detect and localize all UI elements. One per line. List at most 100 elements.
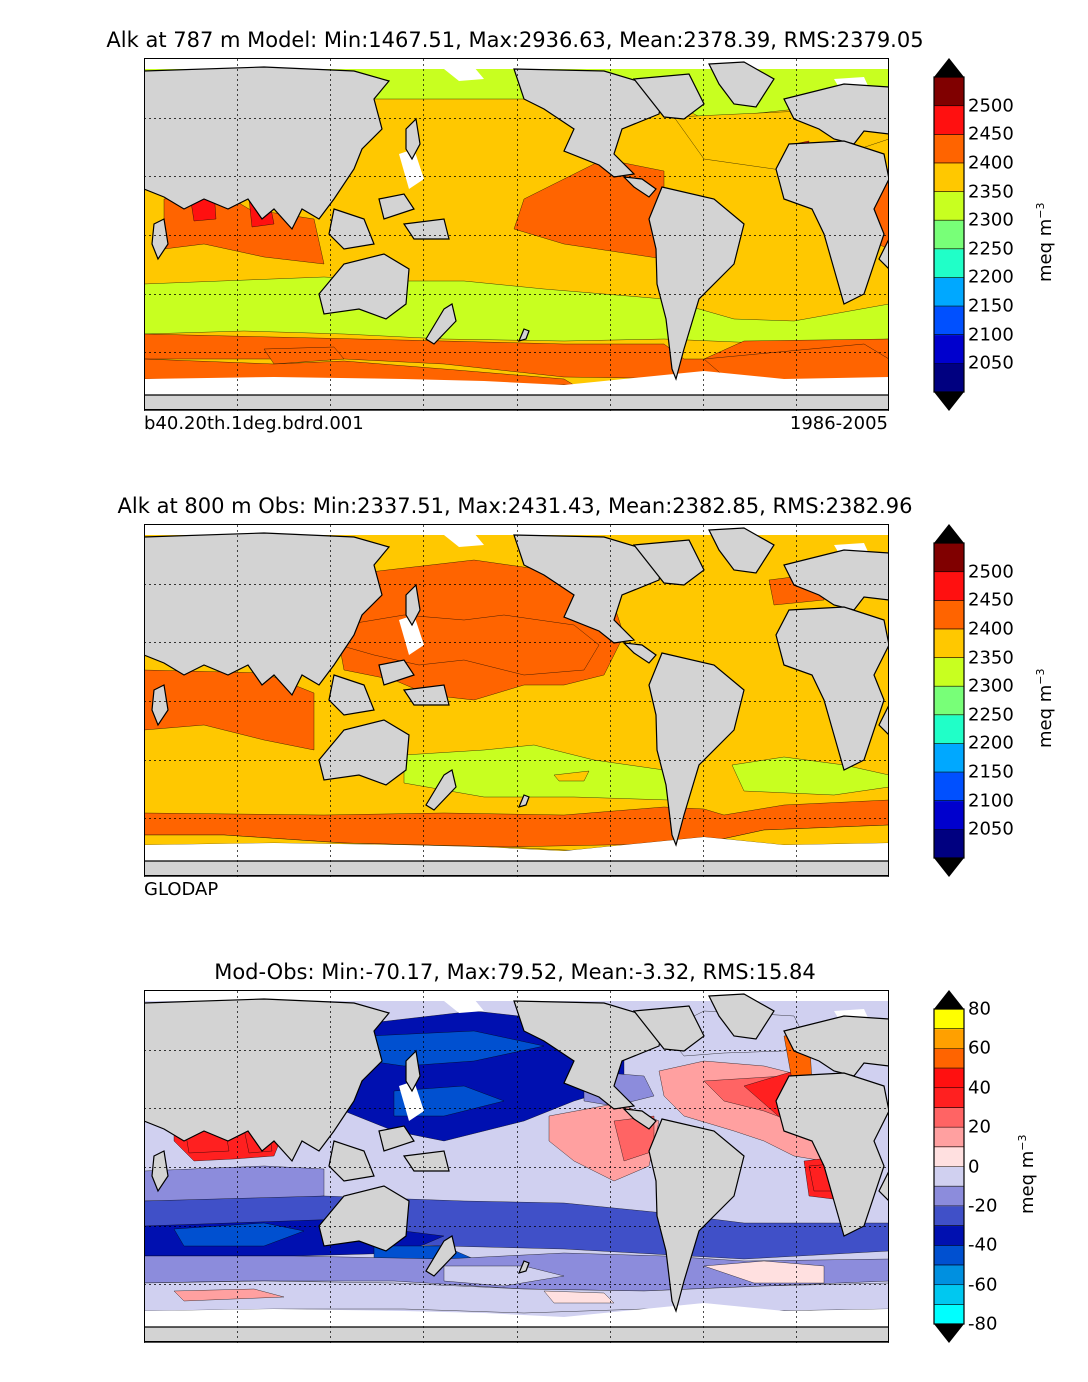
colorbar-tick-label: 2050 bbox=[968, 352, 1014, 374]
missing-data-region bbox=[399, 149, 424, 189]
colorbar bbox=[933, 524, 965, 877]
colorbar-tick-label: -80 bbox=[968, 1313, 998, 1335]
colorbar-segment bbox=[934, 1205, 964, 1227]
colorbar-segment bbox=[934, 1304, 964, 1325]
land-mass bbox=[144, 998, 391, 1163]
land-mass bbox=[151, 684, 169, 727]
land-mass bbox=[378, 193, 415, 220]
missing-data-region bbox=[444, 533, 484, 547]
land-mass bbox=[622, 1108, 657, 1130]
colorbar-frame bbox=[933, 76, 965, 393]
field-contour-region bbox=[144, 1165, 325, 1202]
colorbar-tick-label: 60 bbox=[968, 1037, 991, 1059]
land-mass bbox=[328, 208, 375, 250]
colorbar-tick-label: 2100 bbox=[968, 324, 1014, 346]
colorbar-segment bbox=[934, 1127, 964, 1148]
panel-title: Alk at 787 m Model: Min:1467.51, Max:293… bbox=[106, 28, 924, 52]
map-plot bbox=[144, 525, 889, 877]
colorbar-segment bbox=[934, 1107, 964, 1128]
colorbar-segment bbox=[934, 248, 964, 278]
land-mass bbox=[151, 218, 169, 261]
land-mass bbox=[783, 549, 889, 611]
colorbar-tick-label: 2450 bbox=[968, 589, 1014, 611]
colorbar-segment bbox=[934, 686, 964, 716]
missing-data-region bbox=[399, 615, 424, 655]
land-mass bbox=[878, 704, 889, 736]
colorbar-segment bbox=[934, 77, 964, 107]
colorbar-segment bbox=[934, 829, 964, 859]
colorbar-segment bbox=[934, 628, 964, 659]
land-mass bbox=[708, 61, 775, 108]
land-mass bbox=[517, 1260, 530, 1274]
colorbar bbox=[933, 990, 965, 1343]
land-mass bbox=[632, 539, 705, 586]
land-mass bbox=[517, 794, 530, 808]
colorbar-tick-label: 2350 bbox=[968, 647, 1014, 669]
colorbar-tick-label: 2250 bbox=[968, 704, 1014, 726]
panel-title: Mod-Obs: Min:-70.17, Max:79.52, Mean:-3.… bbox=[214, 960, 816, 984]
colorbar-tick-label: 2400 bbox=[968, 618, 1014, 640]
panel-obs: Alk at 800 m Obs: Min:2337.51, Max:2431.… bbox=[0, 466, 1088, 916]
land-mass bbox=[144, 394, 889, 411]
colorbar-tick-label: 2250 bbox=[968, 238, 1014, 260]
land-mass bbox=[878, 238, 889, 270]
colorbar-tick-label: 2500 bbox=[968, 561, 1014, 583]
colorbar-segment bbox=[934, 162, 964, 193]
colorbar-tick-label: 2450 bbox=[968, 123, 1014, 145]
colorbar-tick-label: 20 bbox=[968, 1116, 991, 1138]
colorbar-segment bbox=[934, 772, 964, 802]
colorbar-segment bbox=[934, 1028, 964, 1049]
map-plot bbox=[144, 59, 889, 411]
colorbar-segment bbox=[934, 363, 964, 393]
colorbar-segment bbox=[934, 1068, 964, 1089]
colorbar-tick-label: 40 bbox=[968, 1077, 991, 1099]
land-mass bbox=[708, 527, 775, 574]
land-mass bbox=[328, 1140, 375, 1182]
colorbar-segment bbox=[934, 191, 964, 221]
land-mass bbox=[425, 303, 457, 345]
colorbar-segment bbox=[934, 1284, 964, 1305]
colorbar-under-arrow bbox=[934, 858, 964, 877]
land-mass bbox=[402, 684, 450, 706]
colorbar-over-arrow bbox=[934, 990, 964, 1009]
land-mass bbox=[144, 66, 391, 231]
land-mass bbox=[775, 606, 889, 771]
colorbar-segment bbox=[934, 105, 964, 135]
land-mass bbox=[632, 73, 705, 120]
colorbar-tick-label: -20 bbox=[968, 1195, 998, 1217]
colorbar-segment bbox=[934, 277, 964, 307]
colorbar-tick-label: 0 bbox=[968, 1156, 980, 1177]
colorbar-tick-label: 2300 bbox=[968, 675, 1014, 697]
land-mass bbox=[622, 642, 657, 664]
colorbar-over-arrow bbox=[934, 524, 964, 543]
colorbar-segment bbox=[934, 1146, 964, 1167]
colorbar-segment bbox=[934, 1048, 964, 1069]
colorbar-under-arrow bbox=[934, 1324, 964, 1343]
colorbar-tick-label: 2150 bbox=[968, 761, 1014, 783]
land-mass bbox=[775, 1072, 889, 1237]
colorbar-tick-label: 2500 bbox=[968, 95, 1014, 117]
footer-year-range: 1986-2005 bbox=[789, 413, 888, 434]
land-mass bbox=[378, 659, 415, 686]
colorbar-segment bbox=[934, 1245, 964, 1266]
colorbar-segment bbox=[934, 1186, 964, 1207]
land-mass bbox=[425, 769, 457, 811]
panel-title: Alk at 800 m Obs: Min:2337.51, Max:2431.… bbox=[117, 494, 913, 518]
field-contour-region bbox=[443, 1265, 565, 1287]
colorbar-segment bbox=[934, 1225, 964, 1246]
colorbar-tick-label: 80 bbox=[968, 998, 991, 1020]
land-mass bbox=[775, 140, 889, 305]
land-mass bbox=[318, 1185, 410, 1252]
missing-data-region bbox=[399, 1081, 424, 1121]
land-mass bbox=[328, 674, 375, 716]
land-mass bbox=[144, 860, 889, 877]
colorbar-tick-label: -60 bbox=[968, 1274, 998, 1296]
land-mass bbox=[622, 176, 657, 198]
colorbar-segment bbox=[934, 714, 964, 744]
colorbar-segment bbox=[934, 220, 964, 250]
colorbar-tick-label: 2200 bbox=[968, 732, 1014, 754]
field-contour-region bbox=[553, 770, 590, 782]
colorbar-frame bbox=[933, 542, 965, 859]
land-mass bbox=[517, 328, 530, 342]
land-mass bbox=[318, 253, 410, 320]
